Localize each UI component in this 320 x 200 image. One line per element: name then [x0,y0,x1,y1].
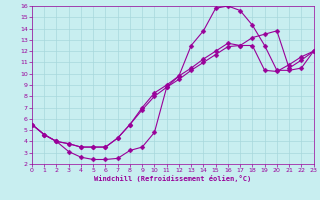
X-axis label: Windchill (Refroidissement éolien,°C): Windchill (Refroidissement éolien,°C) [94,175,252,182]
